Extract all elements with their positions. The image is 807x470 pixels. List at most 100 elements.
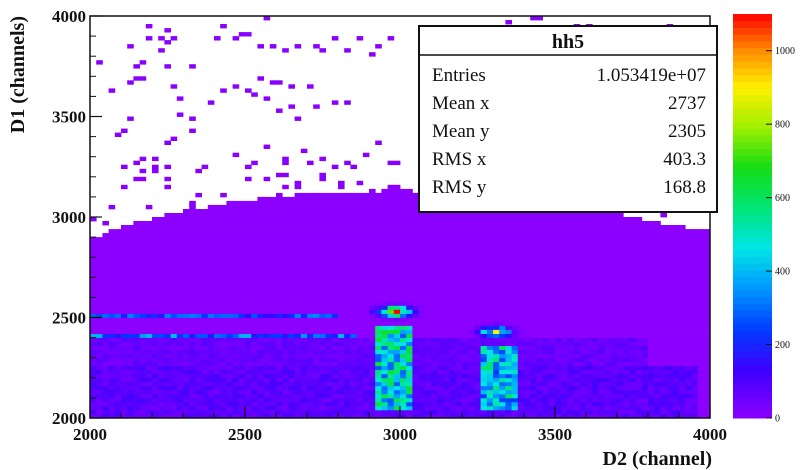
heatmap-cell bbox=[152, 249, 159, 254]
heatmap-cell bbox=[418, 405, 426, 411]
heatmap-cell bbox=[232, 241, 240, 246]
heatmap-cell bbox=[226, 349, 233, 355]
heatmap-cell bbox=[431, 401, 438, 407]
heatmap-cell bbox=[412, 293, 419, 298]
heatmap-cell bbox=[393, 245, 401, 250]
heatmap-cell bbox=[207, 329, 215, 334]
heatmap-cell bbox=[517, 313, 525, 318]
heatmap-cell bbox=[257, 341, 264, 346]
heatmap-cell bbox=[499, 393, 506, 399]
heatmap-cell bbox=[610, 301, 618, 306]
heatmap-cell bbox=[387, 385, 395, 391]
heatmap-cell bbox=[542, 301, 550, 306]
heatmap-cell bbox=[468, 401, 475, 407]
heatmap-cell bbox=[269, 200, 277, 206]
heatmap-cell bbox=[455, 393, 463, 399]
heatmap-cell bbox=[369, 229, 376, 234]
heatmap-cell bbox=[480, 225, 488, 230]
heatmap-cell bbox=[338, 341, 345, 346]
heatmap-cell bbox=[536, 333, 543, 338]
heatmap-cell bbox=[350, 237, 357, 242]
heatmap-cell bbox=[319, 365, 326, 371]
heatmap-cell bbox=[623, 345, 630, 350]
heatmap-cell bbox=[517, 341, 525, 346]
heatmap-cell bbox=[214, 397, 221, 403]
heatmap-cell bbox=[573, 405, 581, 411]
heatmap-cell bbox=[220, 204, 227, 210]
heatmap-cell bbox=[561, 237, 568, 242]
heatmap-cell bbox=[294, 397, 302, 403]
heatmap-cell bbox=[269, 337, 277, 342]
heatmap-cell bbox=[623, 357, 630, 363]
heatmap-cell bbox=[505, 277, 512, 282]
heatmap-cell bbox=[468, 213, 475, 218]
heatmap-cell bbox=[189, 373, 196, 379]
heatmap-cell bbox=[201, 305, 209, 310]
heatmap-cell bbox=[480, 277, 488, 282]
heatmap-cell bbox=[412, 397, 419, 403]
heatmap-cell bbox=[114, 313, 122, 318]
heatmap-cell bbox=[319, 241, 326, 246]
heatmap-cell bbox=[183, 297, 190, 302]
heatmap-cell bbox=[158, 325, 165, 330]
heatmap-cell bbox=[555, 365, 562, 371]
heatmap-cell bbox=[635, 389, 643, 395]
heatmap-cell bbox=[251, 269, 258, 274]
heatmap-cell bbox=[300, 253, 308, 258]
heatmap-cell bbox=[561, 213, 568, 218]
heatmap-cell bbox=[524, 245, 531, 250]
heatmap-cell bbox=[530, 341, 537, 346]
heatmap-cell bbox=[462, 289, 469, 294]
heatmap-cell bbox=[400, 213, 407, 218]
heatmap-cell bbox=[245, 229, 252, 234]
heatmap-cell bbox=[561, 357, 568, 363]
heatmap-cell bbox=[108, 277, 116, 282]
heatmap-cell bbox=[400, 237, 407, 242]
heatmap-cell bbox=[245, 317, 252, 322]
heatmap-cell bbox=[325, 261, 333, 266]
heatmap-cell bbox=[307, 269, 314, 274]
heatmap-cell bbox=[381, 381, 388, 387]
heatmap-cell bbox=[443, 285, 450, 290]
heatmap-cell bbox=[505, 281, 512, 286]
heatmap-cell bbox=[319, 156, 326, 162]
heatmap-cell bbox=[517, 377, 525, 383]
heatmap-cell bbox=[294, 385, 302, 391]
heatmap-cell bbox=[629, 369, 636, 375]
heatmap-cell bbox=[90, 317, 97, 322]
heatmap-cell bbox=[350, 301, 357, 306]
heatmap-cell bbox=[499, 289, 506, 294]
heatmap-cell bbox=[524, 273, 531, 278]
heatmap-cell bbox=[220, 217, 227, 222]
heatmap-cell bbox=[90, 241, 97, 246]
heatmap-cell bbox=[418, 329, 426, 334]
heatmap-cell bbox=[201, 353, 209, 359]
heatmap-cell bbox=[486, 349, 494, 355]
heatmap-cell bbox=[604, 265, 612, 270]
heatmap-cell bbox=[418, 277, 426, 282]
heatmap-cell bbox=[511, 357, 519, 363]
heatmap-cell bbox=[542, 249, 550, 254]
heatmap-cell bbox=[362, 196, 370, 202]
heatmap-cell bbox=[338, 345, 345, 350]
heatmap-cell bbox=[468, 369, 475, 375]
heatmap-cell bbox=[598, 293, 605, 298]
heatmap-cell bbox=[127, 293, 134, 298]
heatmap-cell bbox=[393, 229, 401, 234]
heatmap-cell bbox=[145, 257, 153, 262]
heatmap-cell bbox=[493, 229, 500, 234]
heatmap-cell bbox=[555, 313, 562, 318]
heatmap-cell bbox=[474, 414, 481, 419]
heatmap-cell bbox=[369, 305, 376, 310]
heatmap-cell bbox=[617, 285, 624, 290]
heatmap-cell bbox=[176, 96, 184, 101]
heatmap-cell bbox=[139, 257, 147, 262]
heatmap-cell bbox=[474, 213, 481, 218]
heatmap-cell bbox=[387, 277, 395, 282]
heatmap-cell bbox=[127, 341, 134, 346]
heatmap-cell bbox=[158, 253, 165, 258]
heatmap-cell bbox=[431, 269, 438, 274]
heatmap-cell bbox=[282, 172, 289, 178]
heatmap-cell bbox=[524, 321, 531, 326]
heatmap-cell bbox=[493, 333, 500, 338]
